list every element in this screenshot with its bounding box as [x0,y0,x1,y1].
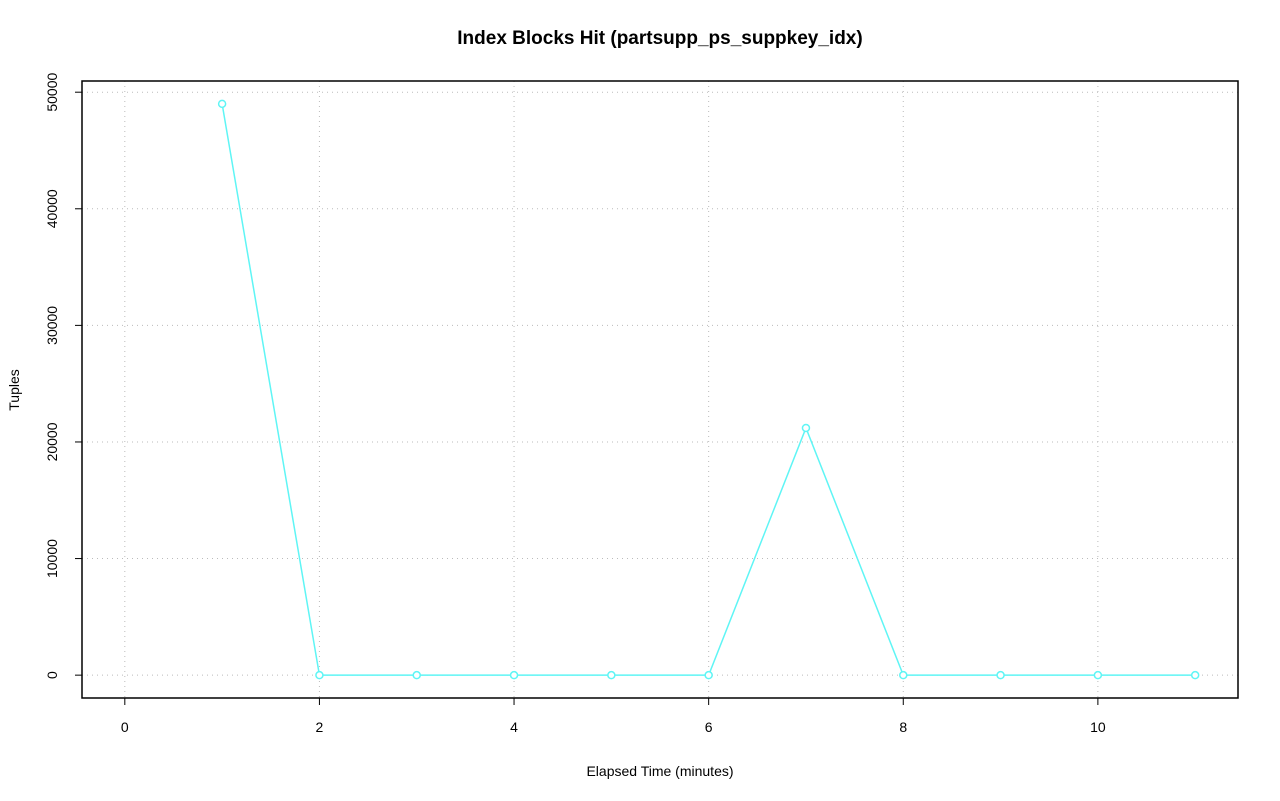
data-point [315,670,324,680]
x-tick-label: 2 [316,719,324,735]
chart-title: Index Blocks Hit (partsupp_ps_suppkey_id… [457,28,862,49]
x-tick-label: 8 [899,719,907,735]
y-tick-label: 0 [44,671,60,679]
x-tick-label: 4 [510,719,518,735]
y-tick-label: 10000 [44,539,60,578]
data-point [412,670,421,680]
y-axis-label: Tuples [6,369,22,411]
x-tick-label: 6 [705,719,713,735]
data-point [801,423,811,433]
y-tick-label: 40000 [44,189,60,228]
plot-frame [81,80,1239,699]
y-tick-label: 30000 [44,306,60,345]
series-line [221,103,1196,676]
data-point [704,670,713,680]
data-point [899,670,908,680]
data-point [1093,670,1103,680]
data-point [996,670,1005,680]
data-point [217,99,227,109]
y-tick-label: 20000 [44,422,60,461]
x-tick-label: 10 [1090,719,1106,735]
data-point [509,670,519,680]
x-axis-label: Elapsed Time (minutes) [586,763,733,779]
data-point [1190,670,1200,680]
data-point [607,670,616,680]
y-tick-label: 50000 [44,73,60,112]
x-tick-label: 0 [121,719,129,735]
